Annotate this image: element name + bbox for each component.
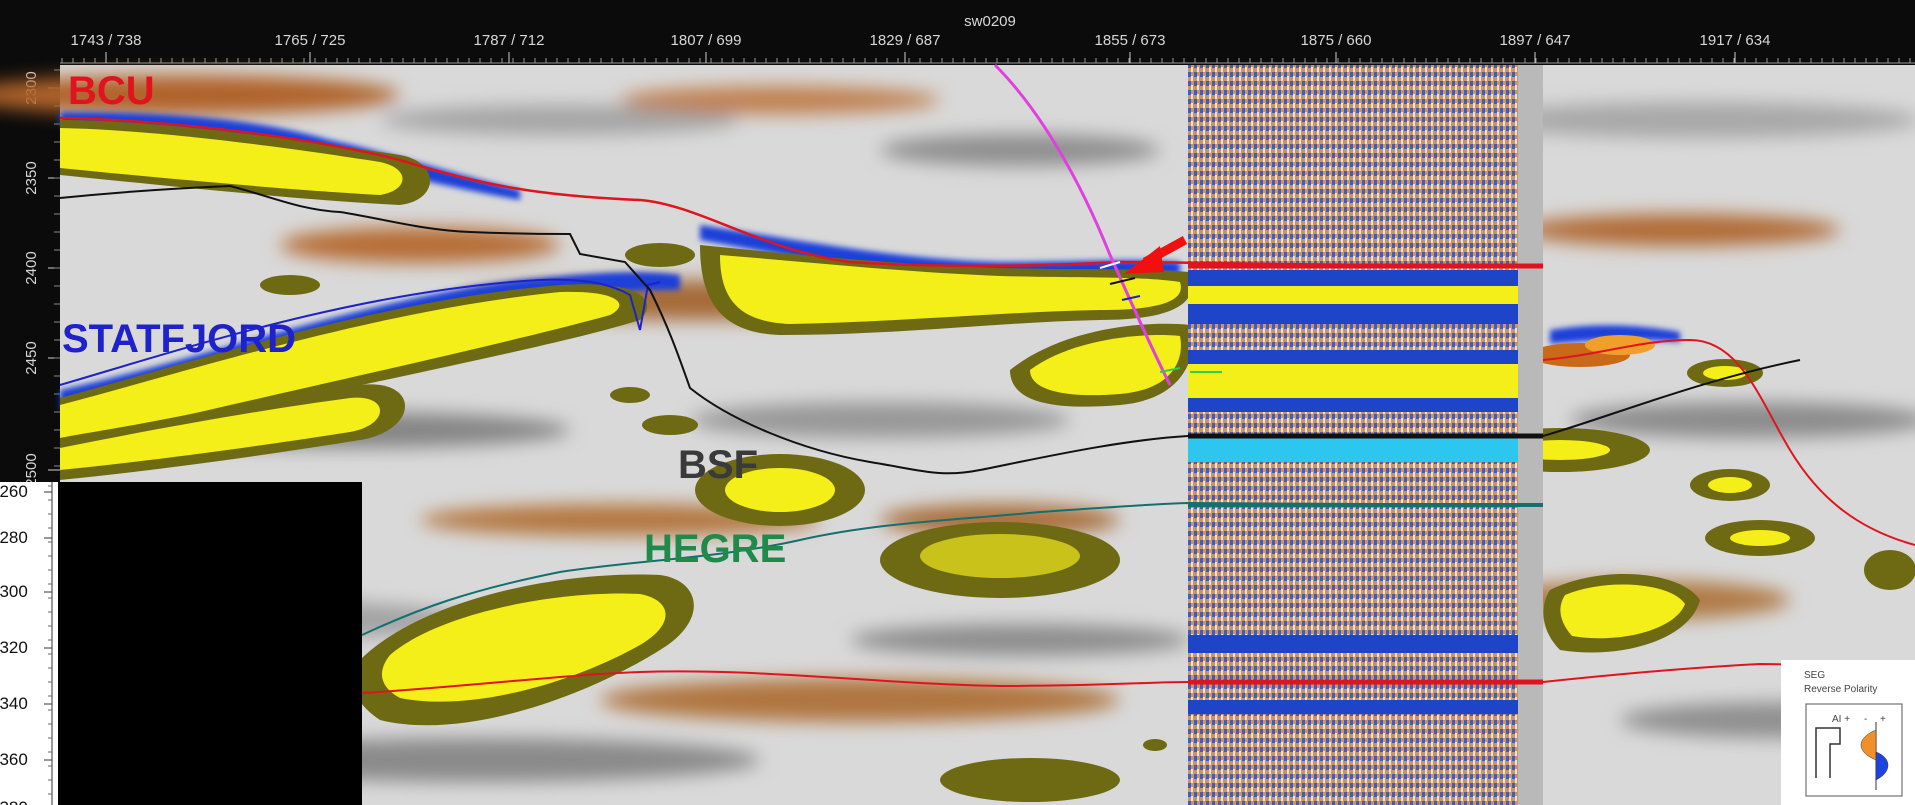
horizon-label-bcu: BCU [68, 69, 155, 113]
time-label: 2400 [23, 251, 40, 284]
ruler-ticks [60, 52, 1915, 64]
well-path [993, 63, 1172, 386]
trace-label: 1855 / 673 [1095, 32, 1166, 49]
trace-label: 1829 / 687 [870, 32, 941, 49]
inset-time-label: 2340 [0, 694, 28, 713]
well-markers [1099, 261, 1222, 373]
horizon-label-bsf: BSF [678, 443, 758, 487]
inset-time-label: 2300 [0, 582, 28, 601]
bcu-horizon-line [59, 116, 1544, 268]
hegre-horizon-line [361, 501, 1544, 636]
time-label: 2450 [23, 341, 40, 374]
legend-title: SEG [1804, 670, 1825, 681]
trace-labels: 1743 / 738 1765 / 725 1787 / 712 1807 / 699… [71, 32, 1771, 49]
bcu-horizon-right [1542, 338, 1915, 546]
trace-label: 1917 / 634 [1700, 32, 1771, 49]
horizon-label-hegre: HEGRE [644, 527, 786, 571]
legend-minus-label: - [1864, 714, 1867, 725]
inset-time-label: 2360 [0, 750, 28, 769]
legend-ai-label: AI + [1832, 714, 1850, 725]
legend-plus-label: + [1880, 714, 1886, 725]
lower-horizon-line [361, 662, 1915, 694]
trace-label: 1743 / 738 [71, 32, 142, 49]
trace-label: 1897 / 647 [1500, 32, 1571, 49]
time-ruler [0, 65, 60, 485]
trace-label: 1765 / 725 [275, 32, 346, 49]
time-labels-lower: 2260 2280 2300 2320 2340 2360 2380 [0, 482, 52, 805]
trace-label: 1787 / 712 [474, 32, 545, 49]
inset-time-label: 2380 [0, 798, 28, 805]
arrow-icon [1124, 236, 1188, 274]
trace-label: 1807 / 699 [671, 32, 742, 49]
legend-subtitle: Reverse Polarity [1804, 684, 1877, 695]
polarity-legend: SEG Reverse Polarity AI + - + [1781, 660, 1915, 805]
horizon-label-statfjord: STATFJORD [62, 317, 296, 361]
section-title: sw0209 [964, 13, 1016, 30]
inset-time-label: 2280 [0, 528, 28, 547]
trace-ruler [0, 0, 1915, 65]
inset-time-label: 2320 [0, 638, 28, 657]
time-label: 2500 [23, 453, 40, 486]
statfjord-horizon-line [59, 278, 661, 386]
inset-panel: 2260 2280 2300 2320 2340 2360 2380 [0, 482, 362, 805]
inset-time-label: 2260 [0, 482, 28, 501]
time-label: 2350 [23, 161, 40, 194]
trace-label: 1875 / 660 [1301, 32, 1372, 49]
